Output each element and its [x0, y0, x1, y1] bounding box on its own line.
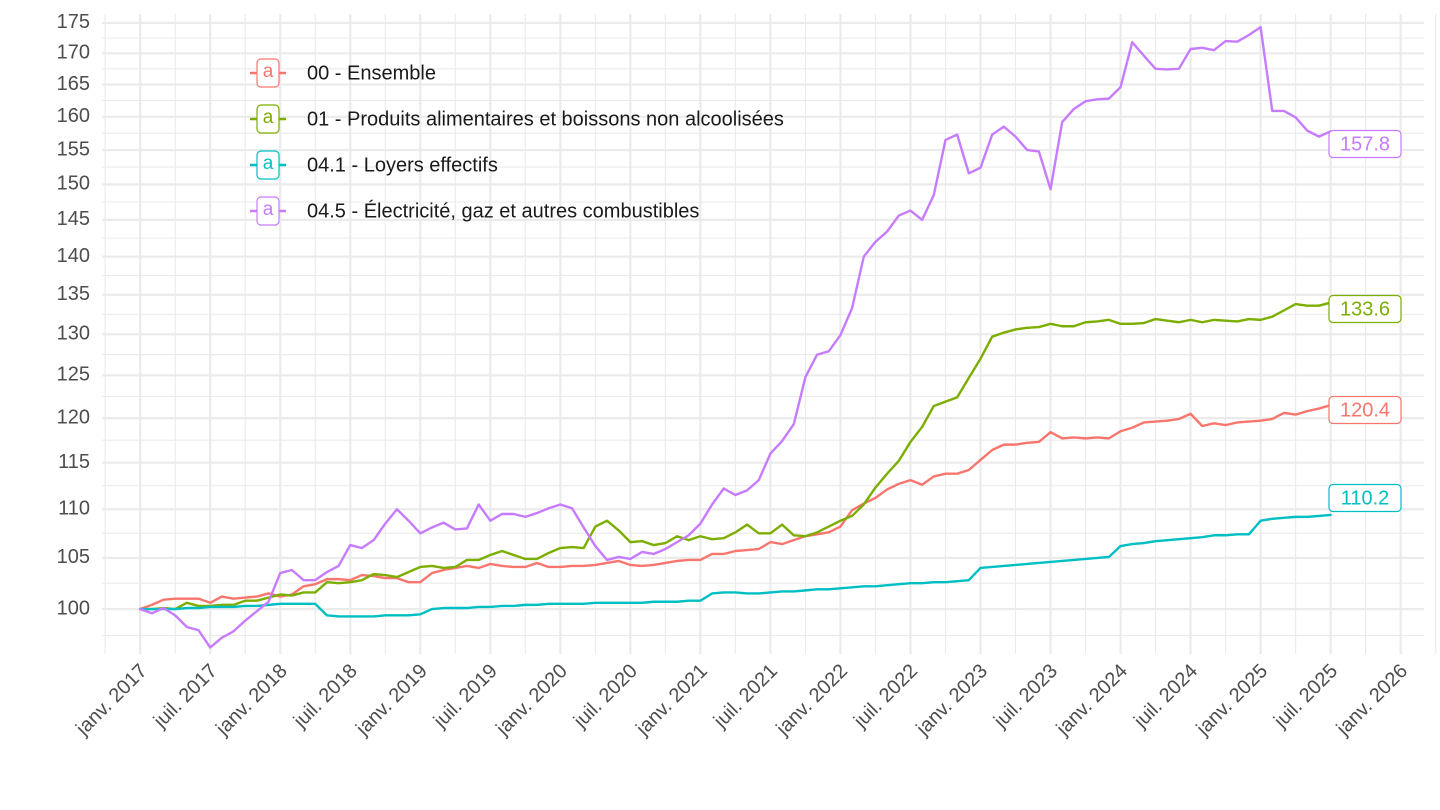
y-tick-label: 170	[57, 42, 90, 64]
end-label-text: 157.8	[1340, 133, 1390, 155]
legend-label: 00 - Ensemble	[307, 62, 436, 84]
legend-key-glyph: a	[263, 107, 274, 128]
x-tick-label: juil. 2024	[1129, 660, 1202, 733]
y-tick-label: 140	[57, 245, 90, 267]
y-tick-label: 150	[57, 173, 90, 195]
y-tick-label: 100	[57, 597, 90, 619]
x-tick-label: janv. 2021	[631, 660, 711, 740]
x-tick-label: juil. 2025	[1269, 660, 1342, 733]
end-label-text: 120.4	[1340, 399, 1390, 421]
y-tick-label: 110	[58, 498, 90, 520]
x-tick-label: janv. 2019	[351, 660, 431, 740]
legend-label: 01 - Produits alimentaires et boissons n…	[307, 108, 784, 130]
x-tick-label: juil. 2019	[429, 660, 502, 733]
series-lines	[138, 25, 1332, 649]
y-axis: 100 105 110 115 120 125 130 135 140 145 150 155 160 1…	[57, 11, 90, 619]
y-tick-label: 175	[57, 11, 90, 33]
end-label-box	[1328, 129, 1402, 159]
end-labels: 120.4 133.6 110.2 157.8	[1328, 129, 1402, 513]
legend: a 00 - Ensemble a 01 - Produits alimentaire…	[250, 58, 784, 226]
legend-key-box	[256, 150, 280, 180]
y-tick-label: 165	[57, 73, 90, 95]
y-tick-label: 155	[57, 138, 90, 160]
plot-grid	[102, 14, 1437, 654]
y-tick-label: 105	[57, 546, 90, 568]
legend-key-box	[256, 196, 280, 226]
legend-label: 04.1 - Loyers effectifs	[307, 154, 498, 176]
x-tick-label: juil. 2021	[709, 660, 782, 733]
end-label-text: 110.2	[1341, 487, 1390, 509]
end-label-box	[1328, 395, 1402, 425]
end-label-box	[1328, 294, 1402, 324]
legend-key-box	[256, 58, 280, 88]
y-tick-label: 115	[58, 451, 90, 473]
y-tick-label: 160	[57, 105, 90, 127]
x-tick-label: janv. 2023	[912, 660, 992, 740]
legend-key-glyph: a	[263, 61, 274, 82]
legend-key-glyph: a	[263, 153, 274, 174]
y-tick-label: 145	[57, 208, 90, 230]
x-tick-label: janv. 2026	[1332, 660, 1412, 740]
series-line-4	[138, 25, 1332, 649]
y-tick-label: 125	[57, 364, 90, 386]
x-tick-label: janv. 2017	[71, 660, 151, 740]
x-tick-label: juil. 2020	[569, 660, 642, 733]
legend-key-box	[256, 104, 280, 134]
legend-label: 04.5 - Électricité, gaz et autres combus…	[307, 199, 699, 222]
x-tick-label: janv. 2025	[1192, 660, 1272, 740]
series-line-2	[138, 301, 1332, 611]
end-label-text: 133.6	[1340, 298, 1390, 320]
x-tick-label: juil. 2018	[289, 660, 362, 733]
x-tick-label: juil. 2017	[149, 660, 222, 733]
x-tick-label: juil. 2022	[849, 660, 922, 733]
x-tick-label: janv. 2022	[771, 660, 851, 740]
y-tick-label: 130	[57, 323, 90, 345]
y-tick-label: 135	[57, 283, 90, 305]
y-tick-label: 120	[57, 406, 90, 428]
x-tick-label: janv. 2020	[491, 660, 571, 740]
end-label-box	[1328, 483, 1402, 513]
series-line-3	[138, 513, 1332, 618]
x-tick-label: juil. 2023	[989, 660, 1062, 733]
legend-key-glyph: a	[263, 199, 274, 220]
x-tick-label: janv. 2018	[211, 660, 291, 740]
series-line-1	[138, 403, 1332, 611]
x-tick-label: janv. 2024	[1052, 660, 1132, 740]
